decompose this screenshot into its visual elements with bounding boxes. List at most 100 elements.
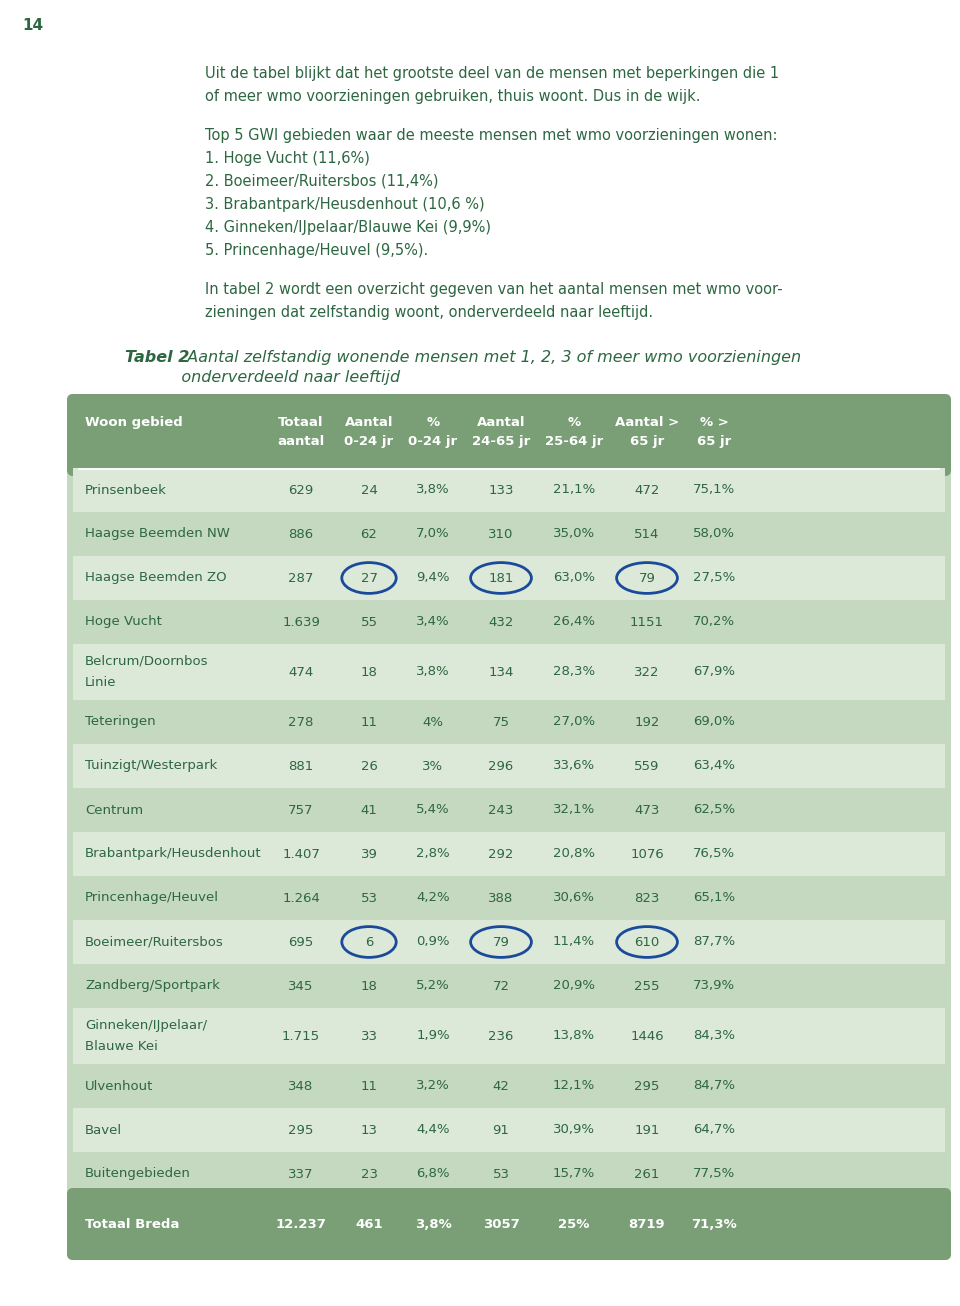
Text: 0-24 jr: 0-24 jr [408, 435, 458, 448]
Text: 4,2%: 4,2% [417, 892, 450, 905]
Text: Aantal >: Aantal > [614, 417, 679, 428]
Text: 192: 192 [635, 716, 660, 729]
Text: 20,9%: 20,9% [553, 980, 595, 993]
Text: 18: 18 [361, 980, 377, 993]
Text: Ginneken/IJpelaar/: Ginneken/IJpelaar/ [85, 1019, 207, 1032]
Text: Aantal zelfstandig wonende mensen met 1, 2, 3 of meer wmo voorzieningen: Aantal zelfstandig wonende mensen met 1,… [177, 350, 802, 364]
Text: of meer wmo voorzieningen gebruiken, thuis woont. Dus in de wijk.: of meer wmo voorzieningen gebruiken, thu… [205, 89, 701, 104]
Text: 64,7%: 64,7% [693, 1123, 735, 1136]
Text: 27,0%: 27,0% [553, 716, 595, 729]
Text: 21,1%: 21,1% [553, 483, 595, 496]
Text: 5,4%: 5,4% [417, 803, 450, 816]
Text: 4%: 4% [422, 716, 444, 729]
Text: 24-65 jr: 24-65 jr [472, 435, 530, 448]
Text: 236: 236 [489, 1029, 514, 1042]
Bar [73, 556, 945, 599]
Bar [73, 832, 945, 876]
Text: 255: 255 [635, 980, 660, 993]
Text: Linie: Linie [85, 677, 116, 690]
Text: 58,0%: 58,0% [693, 528, 735, 541]
Text: 474: 474 [288, 666, 314, 679]
Text: 27,5%: 27,5% [693, 572, 735, 585]
Text: 84,3%: 84,3% [693, 1029, 735, 1042]
Text: 5,2%: 5,2% [416, 980, 450, 993]
Bar [73, 744, 945, 788]
Text: 7,0%: 7,0% [417, 528, 450, 541]
Text: Top 5 GWI gebieden waar de meeste mensen met wmo voorzieningen wonen:: Top 5 GWI gebieden waar de meeste mensen… [205, 128, 778, 142]
Text: 278: 278 [288, 716, 314, 729]
Text: 472: 472 [635, 483, 660, 496]
FancyBboxPatch shape [67, 394, 951, 475]
Text: 87,7%: 87,7% [693, 935, 735, 948]
Text: 65,1%: 65,1% [693, 892, 735, 905]
Text: 3,8%: 3,8% [417, 483, 450, 496]
Text: 25%: 25% [559, 1217, 589, 1230]
Text: 181: 181 [489, 572, 514, 585]
Bar [73, 1152, 945, 1196]
Text: 79: 79 [492, 935, 510, 948]
Text: 1.407: 1.407 [282, 848, 320, 861]
Text: Ulvenhout: Ulvenhout [85, 1080, 154, 1093]
Text: 33,6%: 33,6% [553, 760, 595, 773]
Text: 28,3%: 28,3% [553, 666, 595, 679]
Text: 84,7%: 84,7% [693, 1080, 735, 1093]
Text: aantal: aantal [277, 435, 324, 448]
Text: 32,1%: 32,1% [553, 803, 595, 816]
Text: 41: 41 [361, 803, 377, 816]
Text: 295: 295 [635, 1080, 660, 1093]
Text: 63,0%: 63,0% [553, 572, 595, 585]
Text: 5. Princenhage/Heuvel (9,5%).: 5. Princenhage/Heuvel (9,5%). [205, 243, 428, 259]
Text: 75: 75 [492, 716, 510, 729]
Text: 26: 26 [361, 760, 377, 773]
Text: 39: 39 [361, 848, 377, 861]
Text: Tabel 2: Tabel 2 [125, 350, 189, 364]
Bar [73, 599, 945, 644]
Text: 191: 191 [635, 1123, 660, 1136]
Text: 1,9%: 1,9% [417, 1029, 450, 1042]
Bar [73, 1107, 945, 1152]
Text: 77,5%: 77,5% [693, 1168, 735, 1181]
Text: 322: 322 [635, 666, 660, 679]
Text: 35,0%: 35,0% [553, 528, 595, 541]
Text: Bavel: Bavel [85, 1123, 122, 1136]
Text: 514: 514 [635, 528, 660, 541]
Text: 432: 432 [489, 615, 514, 628]
FancyBboxPatch shape [67, 394, 951, 1260]
Text: 6,8%: 6,8% [417, 1168, 449, 1181]
Text: 69,0%: 69,0% [693, 716, 735, 729]
Text: 62,5%: 62,5% [693, 803, 735, 816]
Text: 881: 881 [288, 760, 314, 773]
Text: zieningen dat zelfstandig woont, onderverdeeld naar leeftijd.: zieningen dat zelfstandig woont, onderve… [205, 306, 653, 320]
Text: 53: 53 [361, 892, 377, 905]
Text: 1. Hoge Vucht (11,6%): 1. Hoge Vucht (11,6%) [205, 151, 370, 166]
Text: 348: 348 [288, 1080, 314, 1093]
Text: 13,8%: 13,8% [553, 1029, 595, 1042]
Text: Belcrum/Doornbos: Belcrum/Doornbos [85, 656, 208, 667]
Text: 8719: 8719 [629, 1217, 665, 1230]
Text: Zandberg/Sportpark: Zandberg/Sportpark [85, 980, 220, 993]
Text: In tabel 2 wordt een overzicht gegeven van het aantal mensen met wmo voor-: In tabel 2 wordt een overzicht gegeven v… [205, 282, 782, 296]
Text: 461: 461 [355, 1217, 383, 1230]
Text: 310: 310 [489, 528, 514, 541]
Text: Totaal: Totaal [278, 417, 324, 428]
Text: 4. Ginneken/IJpelaar/Blauwe Kei (9,9%): 4. Ginneken/IJpelaar/Blauwe Kei (9,9%) [205, 219, 491, 235]
Text: 1446: 1446 [630, 1029, 663, 1042]
Text: Haagse Beemden NW: Haagse Beemden NW [85, 528, 229, 541]
Text: 295: 295 [288, 1123, 314, 1136]
Text: 134: 134 [489, 666, 514, 679]
Text: Aantal: Aantal [345, 417, 394, 428]
Text: 13: 13 [361, 1123, 377, 1136]
Bar [73, 1008, 945, 1064]
Text: Teteringen: Teteringen [85, 716, 156, 729]
Text: 3. Brabantpark/Heusdenhout (10,6 %): 3. Brabantpark/Heusdenhout (10,6 %) [205, 197, 485, 212]
Text: 65 jr: 65 jr [630, 435, 664, 448]
Bar [73, 644, 945, 700]
Text: 473: 473 [635, 803, 660, 816]
Text: 823: 823 [635, 892, 660, 905]
Text: 1151: 1151 [630, 615, 664, 628]
Text: 296: 296 [489, 760, 514, 773]
Text: 12.237: 12.237 [276, 1217, 326, 1230]
Text: 25-64 jr: 25-64 jr [545, 435, 603, 448]
Text: 3,8%: 3,8% [417, 666, 450, 679]
Bar [73, 512, 945, 556]
